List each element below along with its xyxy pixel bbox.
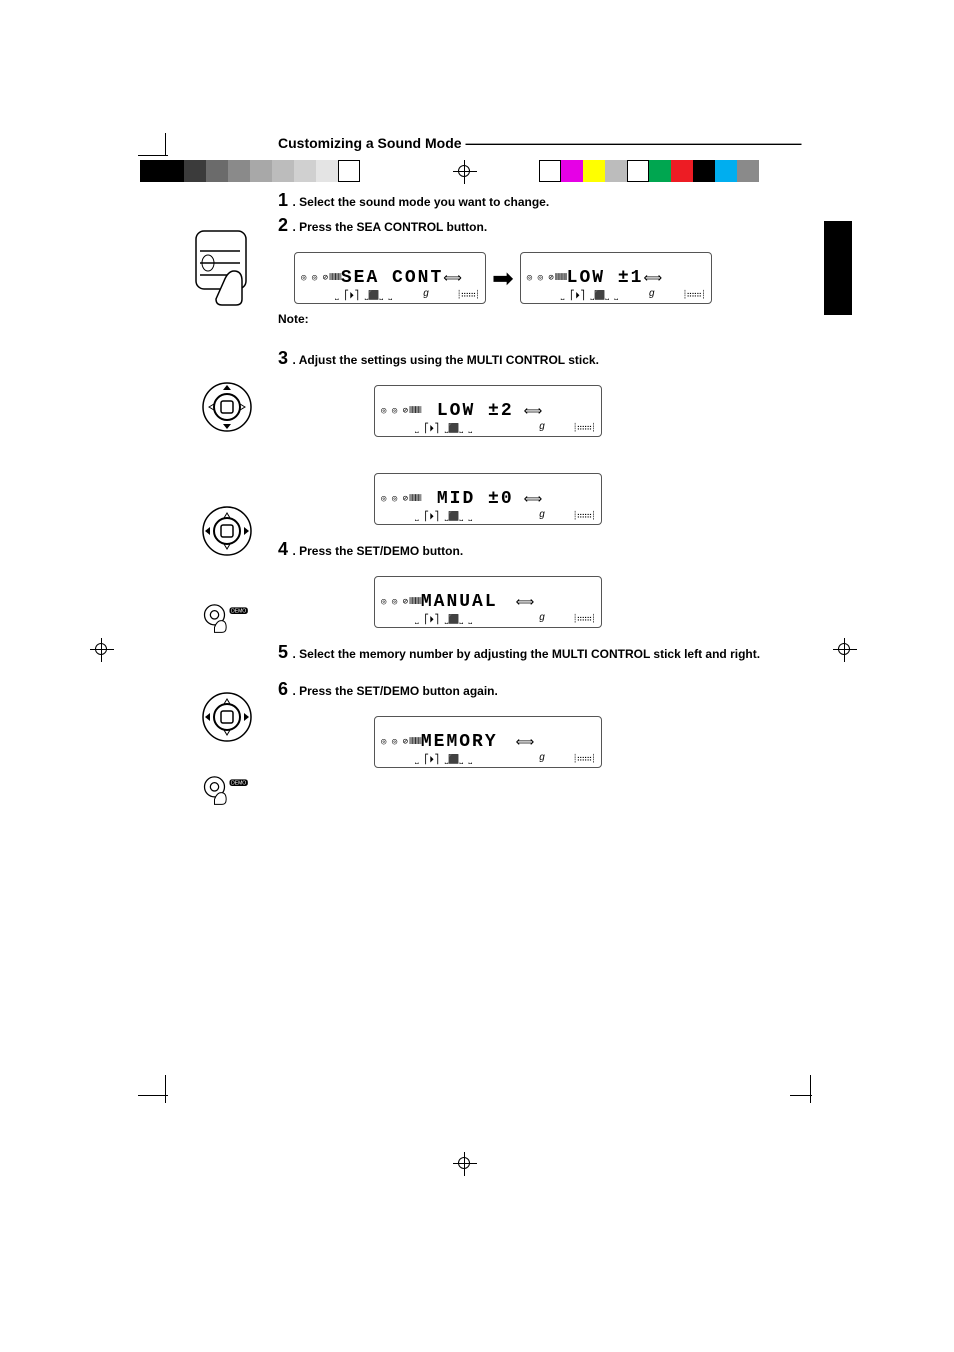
lcd-mode-icons: ◎ ◎ ⊘ [527, 274, 555, 283]
lcd-spectrum-dots: ┊⠶⠶⠶┊ [573, 511, 595, 521]
lcd-g-indicator: g [649, 289, 655, 300]
step-number: 6 [278, 679, 288, 699]
registration-mark-icon [90, 638, 114, 662]
lcd-spectrum-dots: ┊⠶⠶⠶┊ [683, 290, 705, 300]
crop-mark [165, 1075, 166, 1103]
heading-text: Customizing a Sound Mode [278, 135, 462, 151]
lcd-mode-icons: ◎ ◎ ⊘ [381, 598, 409, 607]
step-text: . Select the sound mode you want to chan… [292, 195, 549, 209]
lcd-text: MID ±0 [437, 489, 514, 509]
lcd-display-manual: ◎ ◎ ⊘ ⦀⦀⦀⦀ MANUAL ⟺ ⎵ ⎡⏵⎤ ⎵⬛⎵ ⎵ g ┊⠶⠶⠶┊ [374, 576, 602, 628]
lcd-eq-bars: ⦀⦀⦀⦀ [409, 737, 421, 747]
lcd-mode-icons: ◎ ◎ ⊘ [381, 495, 409, 504]
lcd-text: LOW ±1 [567, 268, 644, 288]
lcd-g-indicator: g [539, 422, 545, 433]
lcd-arrow-icon: ⟺ [443, 271, 462, 286]
lcd-eq-bars: ⦀⦀⦀⦀ [409, 597, 421, 607]
lcd-eq-bars: ⦀⦀⦀⦀ [409, 494, 421, 504]
crop-mark [138, 1095, 168, 1096]
step-3: 3 . Adjust the settings using the MULTI … [278, 348, 838, 369]
lcd-mode-icons: ◎ ◎ ⊘ [381, 738, 409, 747]
step-number: 4 [278, 539, 288, 559]
lcd-bottom-icons: ⎵ ⎡⏵⎤ ⎵⬛⎵ ⎵ [335, 291, 392, 301]
lcd-spectrum-dots: ┊⠶⠶⠶┊ [573, 423, 595, 433]
lcd-mode-icons: ◎ ◎ ⊘ [381, 407, 409, 416]
crop-mark [165, 133, 166, 155]
step-text: . Press the SET/DEMO button again. [292, 684, 497, 698]
lcd-bottom-icons: ⎵ ⎡⏵⎤ ⎵⬛⎵ ⎵ [561, 291, 618, 301]
lcd-g-indicator: g [539, 510, 545, 521]
lcd-eq-bars: ⦀⦀⦀⦀ [329, 273, 341, 283]
step-text: . Select the memory number by adjusting … [292, 647, 760, 661]
step-5: 5 . Select the memory number by adjustin… [278, 642, 838, 663]
registration-mark-icon [453, 160, 477, 184]
lcd-arrow-icon: ⟺ [524, 492, 543, 507]
step-number: 3 [278, 348, 288, 368]
step-2: 2 . Press the SEA CONTROL button. [278, 215, 838, 236]
lcd-spectrum-dots: ┊⠶⠶⠶┊ [573, 754, 595, 764]
lcd-arrow-icon: ⟺ [516, 595, 535, 610]
lcd-bottom-icons: ⎵ ⎡⏵⎤ ⎵⬛⎵ ⎵ [415, 615, 472, 625]
step-4: 4 . Press the SET/DEMO button. [278, 539, 838, 560]
flow-arrow-icon: ➡ [492, 263, 514, 294]
lcd-g-indicator: g [539, 753, 545, 764]
lcd-spectrum-dots: ┊⠶⠶⠶┊ [573, 614, 595, 624]
lcd-arrow-icon: ⟺ [643, 271, 662, 286]
svg-text:DEMO: DEMO [231, 780, 246, 786]
lcd-bottom-icons: ⎵ ⎡⏵⎤ ⎵⬛⎵ ⎵ [415, 512, 472, 522]
lcd-g-indicator: g [539, 613, 545, 624]
color-calibration-bar-left [140, 160, 360, 184]
step-text: . Press the SEA CONTROL button. [292, 220, 487, 234]
lcd-spectrum-dots: ┊⠶⠶⠶┊ [457, 290, 479, 300]
multi-control-stick-vertical-illustration [192, 379, 262, 449]
lcd-text: MEMORY [421, 732, 498, 752]
lcd-g-indicator: g [423, 289, 429, 300]
registration-mark-icon [453, 1152, 477, 1176]
set-demo-button-illustration: DEMO [192, 773, 262, 814]
section-heading: Customizing a Sound Mode ———————————————… [278, 135, 801, 151]
sea-control-button-illustration [192, 229, 262, 314]
lcd-display-mid-0: ◎ ◎ ⊘ ⦀⦀⦀⦀ MID ±0 ⟺ ⎵ ⎡⏵⎤ ⎵⬛⎵ ⎵ g ┊⠶⠶⠶┊ [374, 473, 602, 525]
step-1: 1 . Select the sound mode you want to ch… [278, 190, 838, 211]
step-text: . Press the SET/DEMO button. [292, 544, 463, 558]
svg-text:DEMO: DEMO [231, 608, 246, 614]
crop-mark [810, 1075, 811, 1103]
lcd-bottom-icons: ⎵ ⎡⏵⎤ ⎵⬛⎵ ⎵ [415, 424, 472, 434]
heading-rule: ———————————————————————— [465, 135, 801, 151]
lcd-eq-bars: ⦀⦀⦀⦀ [409, 406, 421, 416]
step-6: 6 . Press the SET/DEMO button again. [278, 679, 838, 700]
set-demo-button-illustration: DEMO [192, 601, 262, 642]
lcd-eq-bars: ⦀⦀⦀⦀ [555, 273, 567, 283]
lcd-display-sea-cont: ◎ ◎ ⊘ ⦀⦀⦀⦀ SEA CONT ⟺ ⎵ ⎡⏵⎤ ⎵⬛⎵ ⎵ g ┊⠶⠶⠶… [294, 252, 486, 304]
step-text: . Adjust the settings using the MULTI CO… [292, 353, 598, 367]
lcd-display-low-2: ◎ ◎ ⊘ ⦀⦀⦀⦀ LOW ±2 ⟺ ⎵ ⎡⏵⎤ ⎵⬛⎵ ⎵ g ┊⠶⠶⠶┊ [374, 385, 602, 437]
multi-control-stick-horizontal-illustration [192, 689, 262, 750]
note-label: Note: [278, 312, 838, 326]
lcd-text: LOW ±2 [437, 401, 514, 421]
step-number: 2 [278, 215, 288, 235]
lcd-display-low-1: ◎ ◎ ⊘ ⦀⦀⦀⦀ LOW ±1 ⟺ ⎵ ⎡⏵⎤ ⎵⬛⎵ ⎵ g ┊⠶⠶⠶┊ [520, 252, 712, 304]
step-number: 1 [278, 190, 288, 210]
lcd-bottom-icons: ⎵ ⎡⏵⎤ ⎵⬛⎵ ⎵ [415, 755, 472, 765]
lcd-text: SEA CONT [341, 268, 443, 288]
lcd-display-memory: ◎ ◎ ⊘ ⦀⦀⦀⦀ MEMORY ⟺ ⎵ ⎡⏵⎤ ⎵⬛⎵ ⎵ g ┊⠶⠶⠶┊ [374, 716, 602, 768]
crop-mark [138, 155, 168, 156]
lcd-text: MANUAL [421, 592, 498, 612]
lcd-arrow-icon: ⟺ [524, 404, 543, 419]
lcd-arrow-icon: ⟺ [516, 735, 535, 750]
multi-control-stick-horizontal-illustration [192, 503, 262, 573]
crop-mark [790, 1095, 812, 1096]
lcd-mode-icons: ◎ ◎ ⊘ [301, 274, 329, 283]
step-number: 5 [278, 642, 288, 662]
color-calibration-bar-right [539, 160, 759, 184]
